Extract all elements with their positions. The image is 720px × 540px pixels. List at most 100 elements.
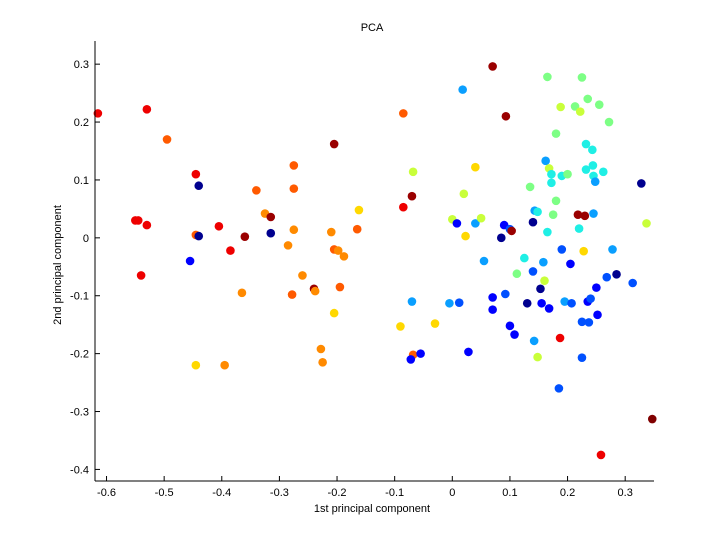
y-tick-label: -0.3	[70, 407, 89, 419]
data-point	[496, 233, 506, 243]
data-point	[547, 169, 556, 179]
chart-title: PCA	[361, 22, 384, 34]
data-point	[547, 178, 556, 188]
x-tick-label: -0.4	[212, 487, 231, 499]
data-point	[596, 450, 606, 460]
data-point	[628, 278, 637, 288]
data-point	[567, 298, 576, 308]
data-point	[525, 182, 535, 192]
data-point	[133, 216, 143, 225]
data-point	[554, 384, 564, 393]
data-point	[602, 272, 612, 282]
y-tick-label: -0.2	[70, 349, 89, 361]
data-point	[560, 297, 569, 306]
y-tick-label: 0.1	[74, 175, 89, 187]
data-point	[592, 283, 601, 292]
data-point	[191, 169, 201, 179]
data-point	[162, 135, 172, 144]
data-point	[333, 246, 343, 255]
data-point	[642, 219, 651, 228]
data-point	[590, 177, 600, 186]
data-point	[604, 117, 614, 127]
data-point	[316, 344, 326, 354]
data-point	[266, 212, 276, 222]
data-point	[194, 231, 204, 241]
data-point	[488, 62, 497, 71]
data-point	[310, 286, 320, 296]
data-point	[637, 179, 646, 188]
data-point	[583, 94, 593, 104]
y-tick-label: 0	[83, 233, 89, 245]
x-axis-label: 1st principal component	[314, 503, 430, 515]
data-point	[598, 167, 608, 177]
data-point	[557, 245, 567, 254]
data-point	[543, 227, 552, 237]
data-point	[536, 284, 545, 294]
data-point	[543, 72, 552, 82]
data-point	[551, 129, 561, 138]
data-point	[185, 256, 195, 266]
data-point	[214, 221, 224, 231]
data-point	[396, 322, 405, 331]
data-point	[581, 165, 591, 174]
x-tick-label: 0.3	[618, 487, 633, 499]
data-point	[93, 109, 103, 118]
data-point	[399, 202, 408, 212]
data-point	[575, 107, 585, 116]
x-tick-label: -0.3	[270, 487, 289, 499]
data-point	[608, 245, 617, 254]
data-point	[501, 111, 511, 121]
data-point	[289, 184, 299, 193]
y-axis: -0.4 -0.3 -0.2 -0.1 0 0.1 0.2 0.3	[70, 41, 100, 481]
data-point	[283, 241, 293, 250]
data-point	[142, 105, 152, 114]
data-point	[335, 282, 345, 292]
data-point	[505, 321, 515, 331]
data-point	[194, 181, 204, 191]
data-point	[352, 224, 362, 234]
plot-area	[93, 62, 657, 460]
data-point	[581, 139, 591, 149]
data-point	[520, 253, 529, 263]
data-point	[510, 330, 519, 339]
data-point	[220, 360, 229, 370]
data-point	[471, 219, 480, 228]
data-point	[326, 227, 336, 237]
data-point	[566, 259, 575, 269]
data-point	[539, 257, 548, 267]
data-point	[454, 298, 464, 307]
data-point	[593, 310, 602, 320]
data-point	[476, 213, 486, 223]
x-tick-label: -0.5	[155, 487, 174, 499]
data-point	[501, 289, 510, 299]
data-point	[459, 189, 469, 199]
data-point	[464, 347, 473, 357]
data-point	[226, 246, 235, 255]
x-tick-label: -0.2	[328, 487, 347, 499]
data-point	[461, 231, 470, 241]
data-point	[528, 217, 538, 227]
data-point	[452, 219, 462, 228]
data-point	[580, 211, 590, 221]
data-point	[289, 161, 299, 170]
data-point	[488, 305, 497, 314]
data-point	[287, 290, 297, 299]
y-tick-label: -0.4	[70, 464, 89, 476]
data-point	[471, 162, 480, 172]
data-point	[407, 191, 417, 201]
y-axis-label: 2nd principal component	[52, 205, 64, 325]
data-point	[588, 145, 597, 155]
data-point	[548, 210, 558, 219]
data-point	[512, 269, 522, 279]
data-point	[589, 209, 598, 218]
data-point	[577, 353, 587, 362]
data-point	[252, 186, 261, 195]
x-tick-label: -0.1	[385, 487, 404, 499]
data-point	[445, 298, 454, 308]
data-point	[529, 336, 539, 346]
data-point	[408, 167, 418, 177]
data-point	[533, 207, 542, 217]
data-point	[407, 297, 417, 306]
data-point	[537, 298, 546, 308]
